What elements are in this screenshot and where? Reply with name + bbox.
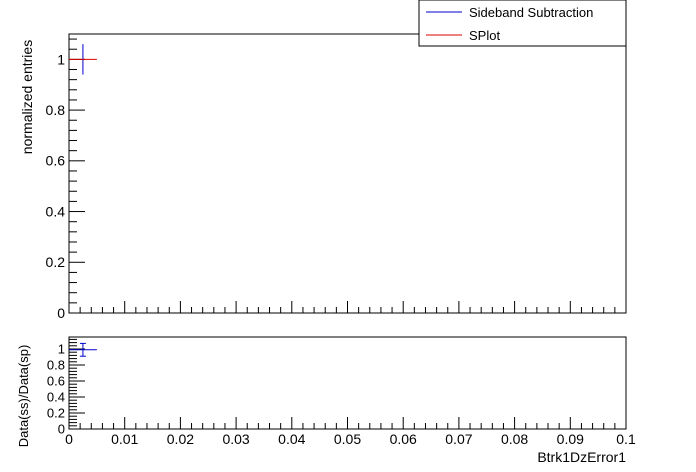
ratio-x-tick-label: 0.06 bbox=[390, 431, 417, 447]
main-panel: 0 0.2 0.4 0.6 0.8 1 normalized entries bbox=[19, 33, 627, 321]
ratio-x-tick-label: 0.09 bbox=[557, 431, 584, 447]
ratio-x-tick-label: 0.02 bbox=[167, 431, 194, 447]
main-y-axis-label: normalized entries bbox=[19, 40, 35, 154]
main-y-tick-label: 0.8 bbox=[46, 102, 66, 118]
main-y-axis: 0 0.2 0.4 0.6 0.8 1 bbox=[46, 38, 85, 321]
ratio-plot-frame bbox=[68, 336, 627, 430]
ratio-y-tick-label: 0.4 bbox=[47, 390, 65, 405]
ratio-series-layer bbox=[69, 342, 97, 357]
ratio-y-tick-label: 0 bbox=[58, 422, 65, 437]
ratio-x-tick-label: 0 bbox=[65, 431, 73, 447]
main-y-tick-label: 0.2 bbox=[46, 254, 66, 270]
ratio-x-tick-label: 0.01 bbox=[111, 431, 138, 447]
legend-label-splot: SPlot bbox=[469, 28, 500, 43]
ratio-y-tick-label: 1 bbox=[58, 342, 65, 357]
legend-label-sideband: Sideband Subtraction bbox=[469, 5, 593, 20]
x-axis-label: Btrk1DzError1 bbox=[537, 449, 626, 465]
ratio-x-tick-label: 0.07 bbox=[445, 431, 472, 447]
ratio-y-axis: 00.20.40.60.81 bbox=[47, 338, 85, 437]
ratio-x-tick-label: 0.08 bbox=[501, 431, 528, 447]
main-plot-frame bbox=[68, 33, 627, 314]
ratio-y-tick-label: 0.8 bbox=[47, 358, 65, 373]
main-y-tick-label: 0 bbox=[57, 305, 65, 321]
ratio-x-tick-label: 0.04 bbox=[278, 431, 305, 447]
ratio-x-tick-label: 0.05 bbox=[334, 431, 361, 447]
ratio-panel: 00.20.40.60.81 0 0.01 0.02 0.03 0.04 0.05 0.06… bbox=[16, 336, 636, 465]
main-y-tick-label: 0.6 bbox=[46, 153, 66, 169]
main-y-tick-label: 0.4 bbox=[46, 203, 66, 219]
ratio-y-axis-label: Data(ss)/Data(sp) bbox=[16, 345, 31, 448]
main-series-layer bbox=[69, 44, 97, 75]
ratio-y-tick-label: 0.2 bbox=[47, 406, 65, 421]
legend: Sideband Subtraction SPlot bbox=[418, 0, 627, 47]
main-y-tick-label: 1 bbox=[57, 51, 65, 67]
ratio-x-tick-label: 0.1 bbox=[616, 431, 636, 447]
ratio-y-tick-label: 0.6 bbox=[47, 374, 65, 389]
ratio-x-axis: 0 0.01 0.02 0.03 0.04 0.05 0.06 0.07 0.08 0.09 0.1 bbox=[65, 417, 636, 447]
main-x-ticks bbox=[68, 301, 627, 313]
legend-box bbox=[418, 0, 627, 47]
ratio-x-tick-label: 0.03 bbox=[222, 431, 249, 447]
